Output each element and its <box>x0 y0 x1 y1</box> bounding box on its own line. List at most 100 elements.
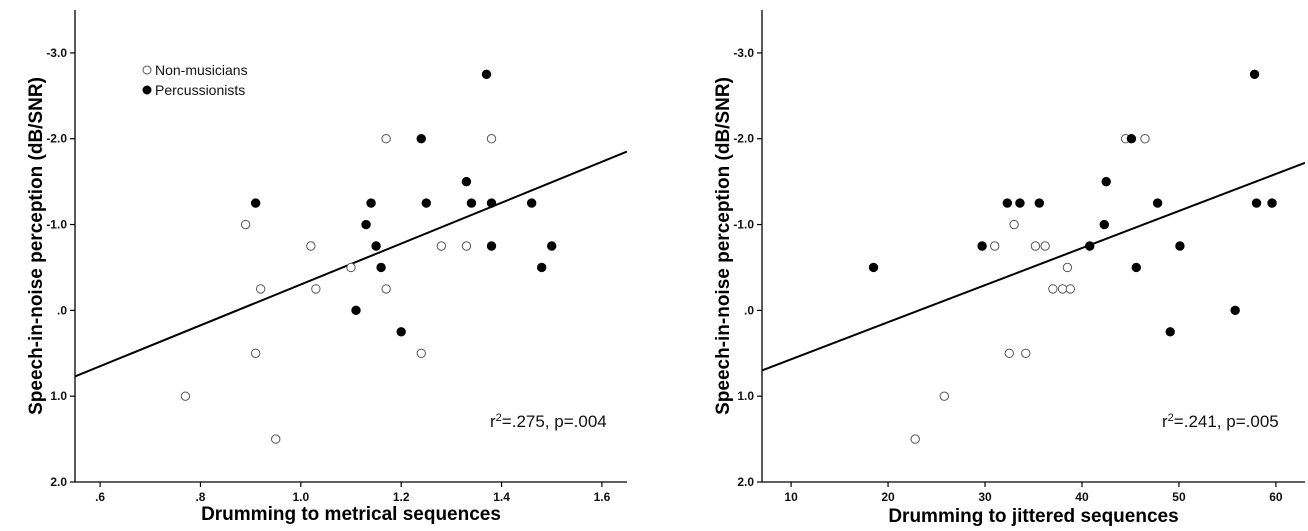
y-tick-label: -3.0 <box>46 46 67 60</box>
data-point-non-musician <box>346 262 356 273</box>
data-point-non-musician <box>939 391 949 401</box>
data-point-non-musician <box>436 241 447 251</box>
y-tick-label: -1.0 <box>46 218 67 232</box>
x-tick-label: 60 <box>1269 490 1283 504</box>
data-point-non-musician <box>240 219 251 230</box>
data-point-percussionist <box>977 241 987 251</box>
x-tick-label: 1.6 <box>594 490 611 504</box>
data-point-non-musician <box>461 241 472 251</box>
data-point-non-musician <box>381 134 391 144</box>
data-point-percussionist <box>1267 198 1277 208</box>
y-tick-label: 2.0 <box>737 475 754 489</box>
data-point-percussionist <box>376 262 386 273</box>
data-point-percussionist <box>371 241 381 251</box>
data-point-percussionist <box>1034 198 1045 208</box>
data-point-non-musician <box>1009 219 1019 230</box>
data-point-non-musician <box>1048 284 1058 294</box>
data-point-non-musician <box>910 434 920 444</box>
annotation-stats: =.275, p=.004 <box>502 412 607 431</box>
data-point-percussionist <box>1152 198 1163 208</box>
legend-label: Percussionists <box>155 82 245 98</box>
data-point-percussionist <box>466 198 477 208</box>
y-tick-label: 1.0 <box>737 389 754 403</box>
data-point-percussionist <box>250 198 261 208</box>
y-axis-title: Speech-in-noise perception (dB/SNR) <box>26 77 47 415</box>
annotation-r: r <box>490 412 496 431</box>
data-point-percussionist <box>481 69 492 80</box>
data-point-non-musician <box>486 134 497 144</box>
data-point-percussionist <box>361 219 371 230</box>
x-tick-label: 1.0 <box>292 490 309 504</box>
data-point-non-musician <box>180 391 191 401</box>
data-point-percussionist <box>366 198 376 208</box>
data-point-percussionist <box>486 198 497 208</box>
x-tick-label: 20 <box>881 490 895 504</box>
fit-statistics-annotation: r2=.275, p=.004 <box>490 412 607 431</box>
x-tick-label: .6 <box>95 490 105 504</box>
data-point-non-musician <box>250 348 261 358</box>
data-point-non-musician <box>1021 348 1031 358</box>
data-point-percussionist <box>526 198 537 208</box>
annotation-superscript: 2 <box>496 412 502 424</box>
scatter-chart-metrical: -3.0 -2.0 -1.0 .0 1.0 2.0 .6 .8 1.0 1.2 1.4 1.6 Drum… <box>26 10 627 525</box>
legend-label: Non-musicians <box>155 62 248 78</box>
data-point-percussionist <box>868 262 879 273</box>
x-tick-label: 10 <box>784 490 798 504</box>
data-point-percussionist <box>1126 134 1137 144</box>
y-tick-label: .0 <box>744 303 754 317</box>
x-axis-title: Drumming to metrical sequences <box>201 504 501 525</box>
data-point-non-musician <box>1062 262 1073 273</box>
annotation-r: r <box>1162 412 1168 431</box>
data-point-non-musician <box>381 284 391 294</box>
data-point-percussionist <box>1101 176 1111 187</box>
regression-line <box>762 161 1305 372</box>
data-point-percussionist <box>1249 69 1260 80</box>
data-point-non-musician <box>311 284 321 294</box>
data-point-percussionist <box>1251 198 1262 208</box>
data-point-percussionist <box>1099 219 1109 230</box>
y-tick-label: .0 <box>57 303 67 317</box>
data-point-percussionist <box>536 262 547 273</box>
data-point-non-musician <box>1040 241 1050 251</box>
data-point-non-musician <box>306 241 316 251</box>
y-tick-label: -3.0 <box>733 46 754 60</box>
x-tick-label: 1.2 <box>393 490 410 504</box>
x-tick-label: 50 <box>1172 490 1186 504</box>
y-axis-title: Speech-in-noise perception (dB/SNR) <box>713 77 734 415</box>
annotation-superscript: 2 <box>1168 412 1174 424</box>
data-point-percussionist <box>396 327 406 337</box>
annotation-stats: =.241, p=.005 <box>1174 412 1279 431</box>
legend-marker-open-circle <box>142 65 152 75</box>
data-point-percussionist <box>421 198 431 208</box>
legend-marker-filled-circle <box>142 85 152 95</box>
data-point-percussionist <box>1165 327 1175 337</box>
data-point-non-musician <box>1140 134 1150 144</box>
data-point-non-musician <box>1057 284 1068 294</box>
data-point-percussionist <box>486 241 497 251</box>
data-point-non-musician <box>1065 284 1076 294</box>
data-point-percussionist <box>1175 241 1185 251</box>
scatter-chart-jittered: -3.0 -2.0 -1.0 .0 1.0 2.0 10 20 30 40 50 60 Drumming… <box>713 10 1305 527</box>
data-point-percussionist <box>416 134 426 144</box>
data-point-percussionist <box>1085 241 1095 251</box>
data-point-percussionist <box>1131 262 1141 273</box>
data-point-non-musician <box>1030 241 1041 251</box>
y-tick-label: -2.0 <box>733 132 754 146</box>
x-tick-label: 1.4 <box>493 490 510 504</box>
data-point-percussionist <box>461 176 472 187</box>
y-tick-label: -2.0 <box>46 132 67 146</box>
y-tick-label: 2.0 <box>50 475 67 489</box>
x-tick-label: 30 <box>978 490 992 504</box>
x-tick-label: 40 <box>1075 490 1089 504</box>
legend: Non-musicians Percussionists <box>142 62 248 98</box>
y-tick-label: -1.0 <box>733 218 754 232</box>
data-point-non-musician <box>271 434 281 444</box>
fit-statistics-annotation: r2=.241, p=.005 <box>1162 412 1279 431</box>
data-point-percussionist <box>351 305 361 316</box>
data-point-non-musician <box>1004 348 1014 358</box>
y-tick-label: 1.0 <box>50 389 67 403</box>
data-point-percussionist <box>1230 305 1240 316</box>
data-point-percussionist <box>1002 198 1013 208</box>
data-point-percussionist <box>1015 198 1025 208</box>
